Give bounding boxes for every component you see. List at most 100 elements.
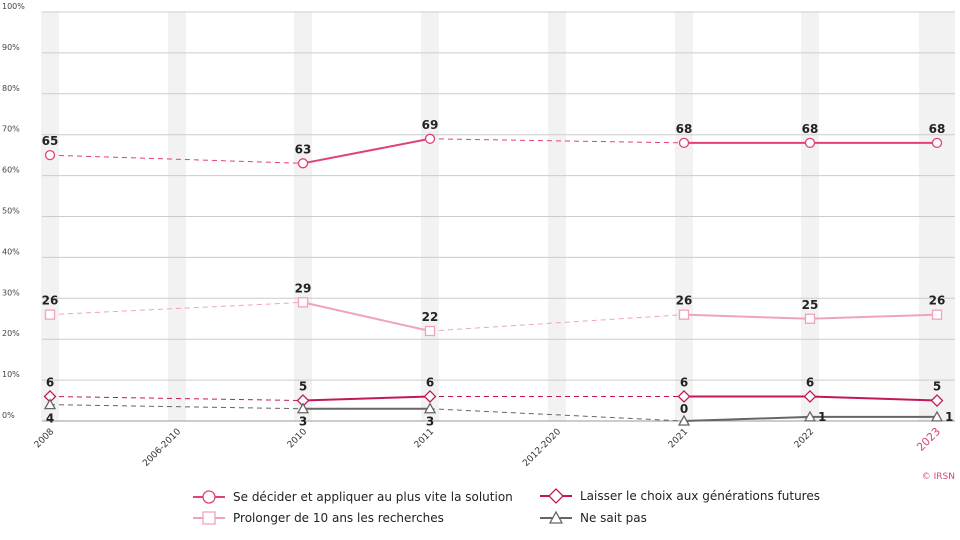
legend-item: Se décider et appliquer au plus vite la …: [193, 490, 513, 504]
series-segment-dashed: [49, 301, 304, 316]
y-tick-label: 100%: [2, 2, 25, 11]
legend-item: Prolonger de 10 ans les recherches: [193, 511, 444, 525]
circle-marker: [424, 133, 436, 144]
diamond-marker: [677, 390, 691, 403]
x-tick-label: 2011: [413, 427, 436, 450]
diamond-marker: [423, 390, 437, 403]
data-label: 5: [299, 380, 307, 394]
data-label: 6: [806, 375, 814, 389]
x-tick-label: 2021: [667, 427, 690, 450]
data-label: 63: [295, 142, 312, 156]
square-marker: [44, 309, 56, 320]
y-tick-label: 50%: [2, 207, 20, 216]
x-tick-label: 2012-2020: [521, 427, 563, 469]
x-tick-label: 2010: [286, 427, 309, 450]
data-label: 25: [802, 298, 819, 312]
square-marker: [678, 309, 690, 320]
series-segment-dashed: [429, 314, 685, 332]
y-tick-label: 70%: [2, 125, 20, 134]
circle-marker: [678, 137, 690, 149]
square-marker: [804, 313, 816, 324]
series-segment: [302, 301, 431, 332]
series-segment-dashed: [429, 138, 685, 144]
y-axis-ticks: 0% 10% 20% 30% 40% 50% 60% 70% 80% 90% 100%: [2, 2, 25, 420]
data-label: 69: [422, 118, 439, 132]
x-axis-ticks: 2008 2006-2010 2010 2011 2012-2020 2021 2022 20…: [33, 425, 943, 469]
data-label: 1: [818, 410, 826, 424]
legend: Se décider et appliquer au plus vite la …: [193, 488, 820, 525]
data-label: 29: [295, 281, 312, 295]
data-label: 68: [929, 122, 946, 136]
data-label: 65: [42, 134, 59, 148]
data-label: 68: [802, 122, 819, 136]
series-segment: [302, 137, 431, 165]
data-label: 1: [945, 410, 953, 424]
diamond-marker: [930, 394, 944, 407]
series-segment: [683, 415, 811, 422]
y-tick-label: 40%: [2, 247, 20, 256]
legend-square-icon: [202, 511, 216, 525]
data-label: 3: [426, 415, 434, 429]
y-tick-label: 30%: [2, 288, 20, 297]
circle-marker: [297, 158, 309, 169]
square-marker: [297, 297, 309, 308]
triangle-marker: [677, 414, 691, 426]
data-label: 3: [299, 415, 307, 429]
series-segment: [683, 313, 811, 320]
legend-item: Laisser le choix aux générations futures: [540, 488, 820, 504]
legend-item: Ne sait pas: [540, 510, 647, 525]
square-marker: [424, 325, 436, 337]
legend-diamond-icon: [548, 488, 564, 504]
triangle-marker: [43, 398, 57, 410]
legend-label: Se décider et appliquer au plus vite la …: [233, 490, 513, 504]
square-marker: [931, 309, 943, 320]
triangle-marker: [803, 410, 817, 422]
copyright-text: © IRSN: [922, 472, 955, 482]
series-segment-dashed: [49, 395, 304, 402]
data-label: 6: [46, 375, 54, 389]
x-tick-label: 2022: [793, 427, 816, 450]
x-tick-label: 2023: [914, 425, 943, 454]
triangle-marker: [930, 410, 944, 422]
data-label: 68: [676, 122, 693, 136]
circle-marker: [804, 137, 816, 149]
series-segment: [302, 395, 431, 402]
grid-lines: [42, 11, 955, 422]
data-label: 26: [929, 294, 946, 308]
data-label: 26: [42, 294, 59, 308]
series-segment: [809, 313, 938, 320]
data-label: 22: [422, 310, 439, 324]
y-tick-label: 0%: [2, 411, 15, 420]
legend-label: Ne sait pas: [580, 511, 647, 525]
data-label: 6: [680, 375, 688, 389]
x-tick-label: 2008: [33, 427, 56, 450]
triangle-marker: [296, 402, 310, 414]
data-label: 26: [676, 294, 693, 308]
legend-circle-icon: [202, 490, 216, 504]
data-label: 4: [46, 412, 54, 426]
y-tick-label: 10%: [2, 370, 20, 379]
series-segment-dashed: [49, 404, 304, 410]
y-tick-label: 90%: [2, 43, 20, 52]
legend-label: Laisser le choix aux générations futures: [580, 489, 820, 503]
series-segment: [809, 395, 938, 402]
series-segment-dashed: [49, 154, 304, 164]
y-tick-label: 80%: [2, 84, 20, 93]
series-markers: [43, 133, 944, 426]
y-tick-label: 20%: [2, 329, 20, 338]
series-lines: [49, 137, 938, 422]
circle-marker: [931, 137, 943, 149]
x-tick-label: 2006-2010: [141, 427, 183, 469]
data-label: 5: [933, 380, 941, 394]
legend-label: Prolonger de 10 ans les recherches: [233, 511, 444, 525]
legend-triangle-icon: [548, 510, 564, 524]
data-label: 6: [426, 375, 434, 389]
series-segment-dashed: [429, 408, 685, 422]
y-tick-label: 60%: [2, 166, 20, 175]
diamond-marker: [803, 390, 817, 403]
circle-marker: [44, 149, 56, 161]
data-label: 0: [680, 402, 688, 416]
triangle-marker: [423, 402, 437, 414]
